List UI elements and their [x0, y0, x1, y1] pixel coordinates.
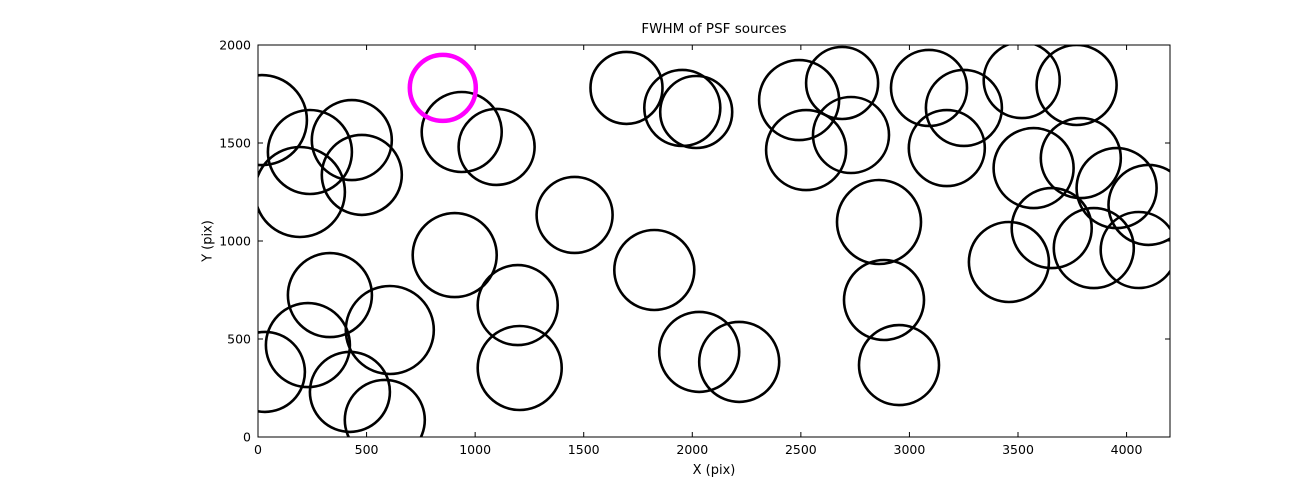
psf-circle — [1010, 186, 1093, 270]
psf-circle — [420, 90, 504, 174]
y-axis-label: Y (pix) — [200, 220, 216, 262]
psf-circle — [589, 50, 664, 126]
y-tick-label: 1000 — [219, 234, 251, 249]
plot-border — [257, 44, 1171, 438]
psf-circle — [343, 378, 427, 437]
psf-circle — [535, 175, 614, 255]
psf-circle — [476, 263, 560, 347]
psf-circle — [457, 107, 536, 187]
x-tick-label: 4000 — [1111, 442, 1143, 457]
psf-circle — [1052, 206, 1136, 290]
x-tick-label: 3000 — [894, 442, 926, 457]
x-tick-label: 1000 — [459, 442, 491, 457]
psf-circle — [697, 320, 781, 404]
psf-circle — [811, 95, 891, 175]
psf-circle — [967, 220, 1051, 304]
psf-circle — [310, 98, 394, 182]
psf-circle — [286, 251, 374, 339]
psf-sources-group — [258, 45, 1170, 437]
x-tick-label: 3500 — [1002, 442, 1034, 457]
psf-circle — [992, 126, 1075, 210]
psf-circle — [258, 330, 307, 414]
x-axis-label: X (pix) — [692, 463, 736, 478]
psf-circle — [266, 108, 354, 196]
x-tick-label: 1500 — [568, 442, 600, 457]
psf-circle — [258, 145, 347, 239]
psf-circle — [658, 74, 734, 150]
x-tick-label: 500 — [355, 442, 379, 457]
psf-circle — [344, 284, 436, 376]
x-tick-label: 0 — [254, 442, 262, 457]
psf-circle — [857, 323, 941, 407]
highlighted-psf-circle — [407, 52, 479, 124]
psf-circle — [476, 324, 564, 412]
psf-circle — [842, 258, 926, 342]
psf-circle — [320, 133, 404, 217]
y-tick-label: 500 — [227, 332, 251, 347]
x-tick-label: 2500 — [785, 442, 817, 457]
psf-circle — [264, 301, 352, 389]
chart-title: FWHM of PSF sources — [641, 21, 787, 37]
psf-circle — [764, 108, 848, 192]
psf-circle — [612, 228, 696, 312]
x-tick-label: 2000 — [676, 442, 708, 457]
psf-circle — [835, 178, 923, 266]
psf-circle — [308, 350, 392, 434]
psf-circle — [411, 211, 499, 299]
psf-circle — [1035, 45, 1118, 127]
psf-circle — [982, 45, 1061, 120]
y-tick-label: 0 — [243, 430, 251, 445]
y-tick-label: 2000 — [219, 38, 251, 53]
psf-circle — [1099, 210, 1170, 290]
psf-circle — [804, 45, 880, 121]
psf-circle — [757, 58, 841, 142]
y-tick-label: 1500 — [219, 136, 251, 151]
psf-circle — [1039, 116, 1123, 200]
psf-circle — [924, 68, 1004, 148]
psf-circle — [657, 310, 741, 394]
psf-circle — [1107, 163, 1170, 247]
psf-circle — [258, 73, 309, 167]
psf-circle — [907, 108, 987, 188]
